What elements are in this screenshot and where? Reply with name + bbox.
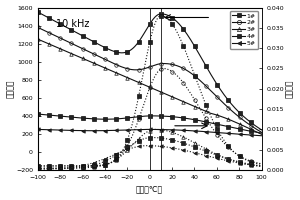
Text: 10 kHz: 10 kHz (56, 19, 89, 29)
Legend: 1#, 2#, 3#, 4#, 5#: 1#, 2#, 3#, 4#, 5# (230, 11, 258, 49)
X-axis label: 温度（℃）: 温度（℃） (136, 185, 163, 194)
Y-axis label: 介电损耗: 介电损耗 (285, 80, 294, 98)
Y-axis label: 介电常数: 介电常数 (6, 80, 15, 98)
